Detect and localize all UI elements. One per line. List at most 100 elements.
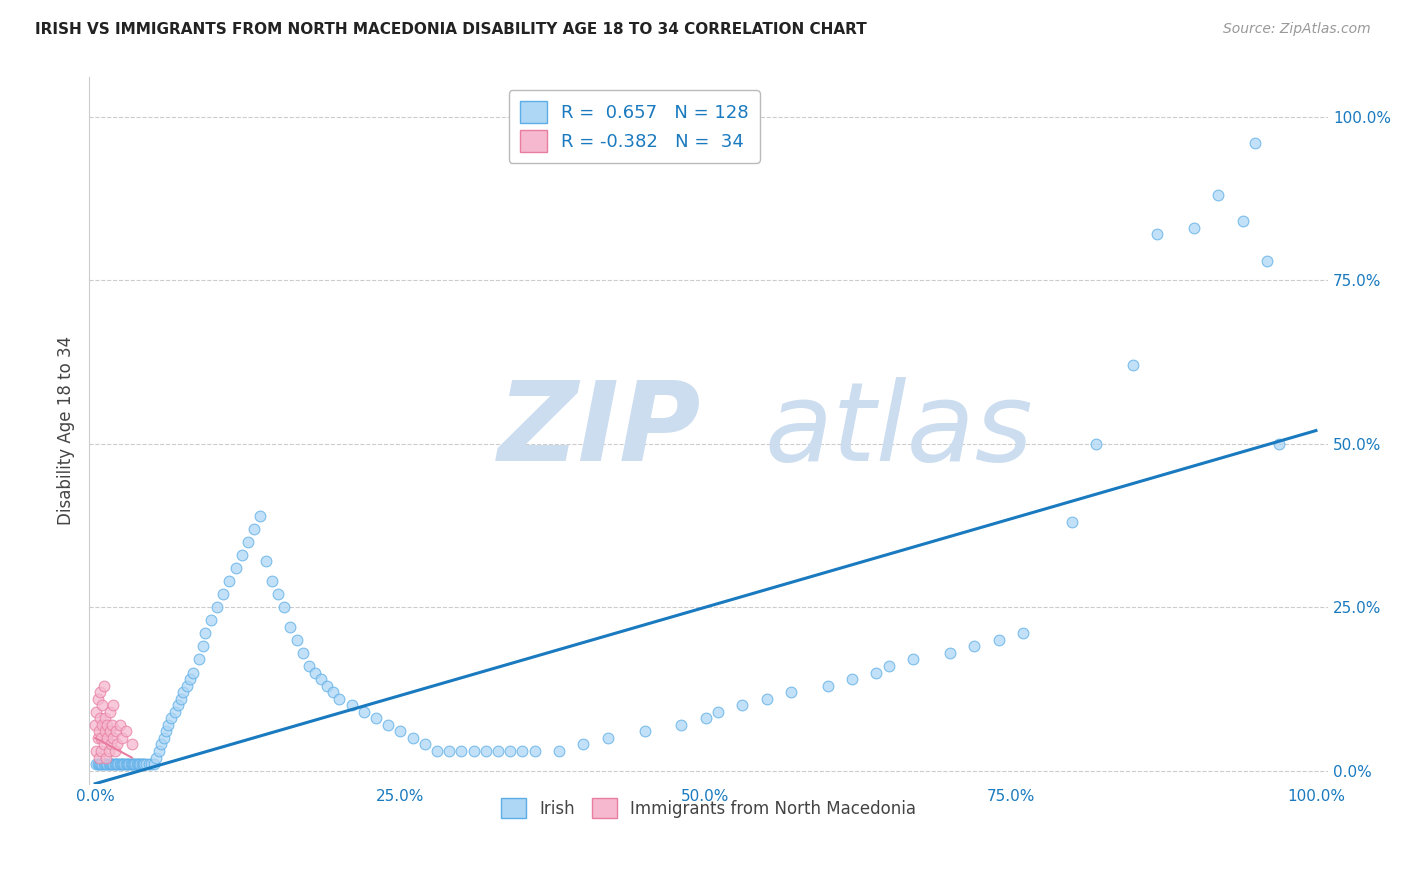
Point [87, 757, 110, 772]
Point [548, 744, 571, 758]
Point [1206, 188, 1229, 202]
Point [155, 724, 177, 739]
Point [108, 757, 131, 772]
Point [1122, 358, 1144, 372]
Point [1182, 220, 1205, 235]
Point [167, 698, 190, 713]
Point [963, 640, 986, 654]
Point [117, 757, 139, 772]
Point [96, 757, 118, 772]
Point [91, 718, 114, 732]
Point [105, 757, 128, 772]
Point [780, 685, 803, 699]
Point [145, 750, 167, 764]
Point [89, 685, 111, 699]
Y-axis label: Disability Age 18 to 34: Disability Age 18 to 34 [58, 336, 75, 525]
Point [94, 724, 117, 739]
Point [96, 731, 118, 745]
Point [475, 744, 498, 758]
Point [1232, 214, 1254, 228]
Point [132, 757, 155, 772]
Point [87, 750, 110, 764]
Point [97, 757, 120, 772]
Point [138, 757, 160, 772]
Point [100, 757, 122, 772]
Point [938, 646, 960, 660]
Point [104, 744, 127, 758]
Point [218, 574, 240, 588]
Point [93, 679, 115, 693]
Point [111, 731, 134, 745]
Point [98, 757, 121, 772]
Point [231, 548, 253, 562]
Point [191, 640, 214, 654]
Point [89, 757, 111, 772]
Point [131, 757, 153, 772]
Point [160, 711, 183, 725]
Point [200, 613, 222, 627]
Point [86, 757, 108, 772]
Point [267, 587, 290, 601]
Point [103, 757, 125, 772]
Point [98, 705, 121, 719]
Point [125, 757, 148, 772]
Point [254, 554, 277, 568]
Point [262, 574, 284, 588]
Point [86, 744, 108, 758]
Point [86, 731, 108, 745]
Point [157, 718, 180, 732]
Point [127, 757, 149, 772]
Point [389, 724, 412, 739]
Point [89, 711, 111, 725]
Point [523, 744, 546, 758]
Point [322, 685, 344, 699]
Point [94, 711, 117, 725]
Point [249, 508, 271, 523]
Point [135, 757, 157, 772]
Point [463, 744, 485, 758]
Point [114, 757, 136, 772]
Point [817, 679, 839, 693]
Point [86, 691, 108, 706]
Point [298, 659, 321, 673]
Point [104, 757, 127, 772]
Point [129, 757, 152, 772]
Point [93, 757, 115, 772]
Point [437, 744, 460, 758]
Point [172, 685, 194, 699]
Point [124, 757, 146, 772]
Point [1012, 626, 1035, 640]
Point [706, 705, 728, 719]
Point [86, 757, 108, 772]
Point [401, 731, 423, 745]
Point [225, 561, 247, 575]
Point [316, 679, 339, 693]
Point [112, 757, 135, 772]
Point [377, 718, 399, 732]
Point [731, 698, 754, 713]
Point [695, 711, 717, 725]
Point [212, 587, 235, 601]
Point [132, 757, 155, 772]
Point [121, 757, 143, 772]
Point [120, 757, 142, 772]
Point [97, 744, 120, 758]
Text: ZIP: ZIP [498, 377, 702, 484]
Point [150, 738, 173, 752]
Point [207, 600, 229, 615]
Point [669, 718, 692, 732]
Point [340, 698, 363, 713]
Point [91, 698, 114, 713]
Point [141, 757, 163, 772]
Point [1244, 136, 1267, 150]
Point [96, 750, 118, 764]
Text: atlas: atlas [765, 377, 1033, 484]
Point [114, 757, 136, 772]
Point [450, 744, 472, 758]
Point [633, 724, 655, 739]
Point [100, 738, 122, 752]
Point [364, 711, 387, 725]
Point [96, 757, 118, 772]
Point [110, 757, 132, 772]
Point [103, 731, 125, 745]
